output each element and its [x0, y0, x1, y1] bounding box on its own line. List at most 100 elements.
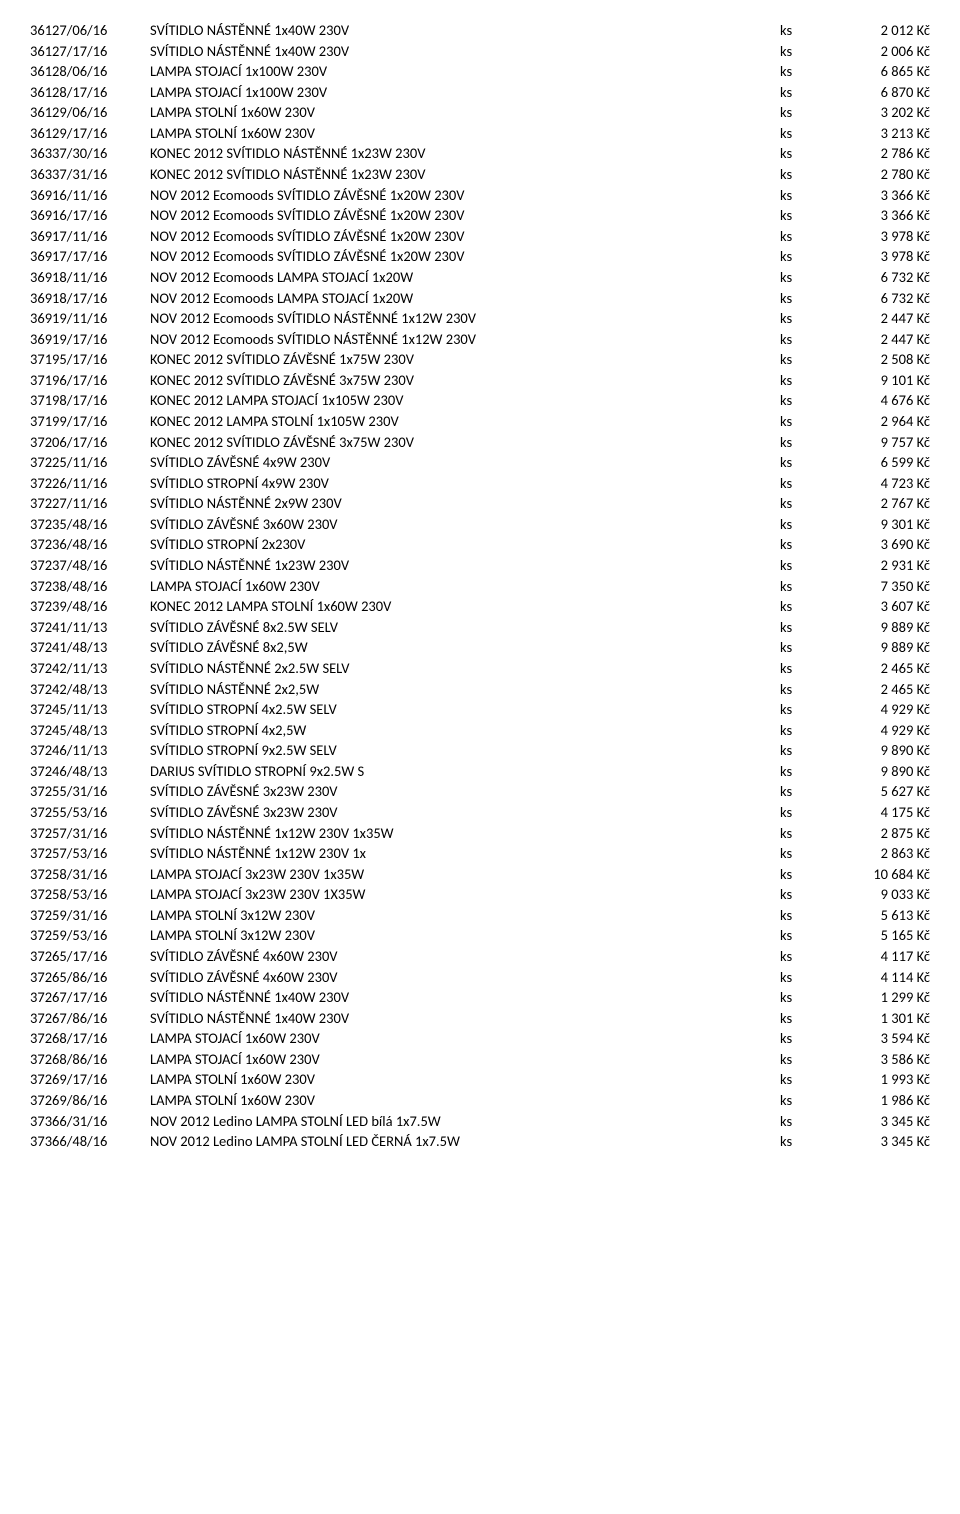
product-code: 37267/17/16 [30, 987, 150, 1008]
product-code: 36129/17/16 [30, 123, 150, 144]
product-unit: ks [780, 781, 820, 802]
product-code: 36916/17/16 [30, 205, 150, 226]
product-code: 37241/48/13 [30, 637, 150, 658]
product-price: 2 767 Kč [820, 493, 930, 514]
product-unit: ks [780, 596, 820, 617]
product-price: 10 684 Kč [820, 864, 930, 885]
product-unit: ks [780, 226, 820, 247]
table-row: 37269/17/16LAMPA STOLNÍ 1x60W 230Vks1 99… [30, 1069, 930, 1090]
product-description: SVÍTIDLO STROPNÍ 4x2,5W [150, 720, 780, 741]
table-row: 36337/31/16KONEC 2012 SVÍTIDLO NÁSTĚNNÉ … [30, 164, 930, 185]
product-description: SVÍTIDLO STROPNÍ 4x2.5W SELV [150, 699, 780, 720]
table-row: 37242/48/13SVÍTIDLO NÁSTĚNNÉ 2x2,5Wks2 4… [30, 679, 930, 700]
product-description: KONEC 2012 LAMPA STOLNÍ 1x60W 230V [150, 596, 780, 617]
product-description: NOV 2012 Ecomoods SVÍTIDLO ZÁVĚSNÉ 1x20W… [150, 185, 780, 206]
product-code: 37268/86/16 [30, 1049, 150, 1070]
product-unit: ks [780, 390, 820, 411]
product-description: SVÍTIDLO STROPNÍ 4x9W 230V [150, 473, 780, 494]
product-code: 37245/11/13 [30, 699, 150, 720]
product-unit: ks [780, 679, 820, 700]
table-row: 37235/48/16SVÍTIDLO ZÁVĚSNÉ 3x60W 230Vks… [30, 514, 930, 535]
table-row: 37259/31/16LAMPA STOLNÍ 3x12W 230Vks5 61… [30, 905, 930, 926]
product-price: 4 929 Kč [820, 699, 930, 720]
table-row: 37259/53/16LAMPA STOLNÍ 3x12W 230Vks5 16… [30, 925, 930, 946]
product-code: 37265/17/16 [30, 946, 150, 967]
product-price: 3 345 Kč [820, 1131, 930, 1152]
product-code: 37198/17/16 [30, 390, 150, 411]
product-description: SVÍTIDLO NÁSTĚNNÉ 1x40W 230V [150, 987, 780, 1008]
table-row: 36129/06/16LAMPA STOLNÍ 1x60W 230Vks3 20… [30, 102, 930, 123]
product-unit: ks [780, 1028, 820, 1049]
product-unit: ks [780, 884, 820, 905]
product-price: 2 964 Kč [820, 411, 930, 432]
product-unit: ks [780, 555, 820, 576]
product-unit: ks [780, 1069, 820, 1090]
product-code: 36919/17/16 [30, 329, 150, 350]
product-price: 3 978 Kč [820, 226, 930, 247]
product-price: 3 366 Kč [820, 205, 930, 226]
product-price: 2 875 Kč [820, 823, 930, 844]
product-code: 36919/11/16 [30, 308, 150, 329]
table-row: 37268/86/16LAMPA STOJACÍ 1x60W 230Vks3 5… [30, 1049, 930, 1070]
table-row: 36128/06/16LAMPA STOJACÍ 1x100W 230Vks6 … [30, 61, 930, 82]
product-price: 3 607 Kč [820, 596, 930, 617]
product-code: 37269/86/16 [30, 1090, 150, 1111]
product-description: SVÍTIDLO ZÁVĚSNÉ 4x60W 230V [150, 967, 780, 988]
product-code: 37195/17/16 [30, 349, 150, 370]
product-unit: ks [780, 164, 820, 185]
product-code: 37265/86/16 [30, 967, 150, 988]
table-row: 37245/11/13SVÍTIDLO STROPNÍ 4x2.5W SELVk… [30, 699, 930, 720]
product-unit: ks [780, 411, 820, 432]
product-description: NOV 2012 Ecomoods SVÍTIDLO NÁSTĚNNÉ 1x12… [150, 329, 780, 350]
product-unit: ks [780, 20, 820, 41]
product-description: LAMPA STOJACÍ 3x23W 230V 1X35W [150, 884, 780, 905]
product-unit: ks [780, 864, 820, 885]
product-unit: ks [780, 658, 820, 679]
product-price: 5 613 Kč [820, 905, 930, 926]
product-description: LAMPA STOLNÍ 1x60W 230V [150, 123, 780, 144]
table-row: 36919/17/16NOV 2012 Ecomoods SVÍTIDLO NÁ… [30, 329, 930, 350]
product-unit: ks [780, 905, 820, 926]
product-unit: ks [780, 143, 820, 164]
product-price: 1 301 Kč [820, 1008, 930, 1029]
product-price: 9 889 Kč [820, 617, 930, 638]
product-price: 3 366 Kč [820, 185, 930, 206]
product-price: 6 599 Kč [820, 452, 930, 473]
product-description: SVÍTIDLO NÁSTĚNNÉ 1x40W 230V [150, 1008, 780, 1029]
product-price: 3 978 Kč [820, 246, 930, 267]
product-price: 3 586 Kč [820, 1049, 930, 1070]
product-description: SVÍTIDLO NÁSTĚNNÉ 1x40W 230V [150, 20, 780, 41]
table-row: 37242/11/13SVÍTIDLO NÁSTĚNNÉ 2x2.5W SELV… [30, 658, 930, 679]
product-code: 37255/53/16 [30, 802, 150, 823]
product-unit: ks [780, 288, 820, 309]
product-unit: ks [780, 946, 820, 967]
product-price: 3 345 Kč [820, 1111, 930, 1132]
product-description: SVÍTIDLO NÁSTĚNNÉ 2x9W 230V [150, 493, 780, 514]
product-description: SVÍTIDLO NÁSTĚNNÉ 2x2.5W SELV [150, 658, 780, 679]
product-description: LAMPA STOLNÍ 1x60W 230V [150, 1090, 780, 1111]
product-description: KONEC 2012 LAMPA STOJACÍ 1x105W 230V [150, 390, 780, 411]
product-code: 37238/48/16 [30, 576, 150, 597]
product-description: LAMPA STOJACÍ 3x23W 230V 1x35W [150, 864, 780, 885]
product-price: 2 780 Kč [820, 164, 930, 185]
product-description: LAMPA STOJACÍ 1x100W 230V [150, 61, 780, 82]
table-row: 37225/11/16SVÍTIDLO ZÁVĚSNÉ 4x9W 230Vks6… [30, 452, 930, 473]
product-code: 36337/31/16 [30, 164, 150, 185]
product-price: 3 594 Kč [820, 1028, 930, 1049]
product-unit: ks [780, 1049, 820, 1070]
table-row: 37226/11/16SVÍTIDLO STROPNÍ 4x9W 230Vks4… [30, 473, 930, 494]
product-code: 37259/53/16 [30, 925, 150, 946]
table-row: 37265/86/16SVÍTIDLO ZÁVĚSNÉ 4x60W 230Vks… [30, 967, 930, 988]
product-price: 9 033 Kč [820, 884, 930, 905]
table-row: 37195/17/16KONEC 2012 SVÍTIDLO ZÁVĚSNÉ 1… [30, 349, 930, 370]
product-description: SVÍTIDLO ZÁVĚSNÉ 4x60W 230V [150, 946, 780, 967]
product-description: LAMPA STOJACÍ 1x60W 230V [150, 1028, 780, 1049]
product-price: 7 350 Kč [820, 576, 930, 597]
product-unit: ks [780, 576, 820, 597]
product-unit: ks [780, 329, 820, 350]
product-unit: ks [780, 493, 820, 514]
product-price: 5 165 Kč [820, 925, 930, 946]
product-code: 37246/11/13 [30, 740, 150, 761]
product-unit: ks [780, 720, 820, 741]
table-row: 37196/17/16KONEC 2012 SVÍTIDLO ZÁVĚSNÉ 3… [30, 370, 930, 391]
